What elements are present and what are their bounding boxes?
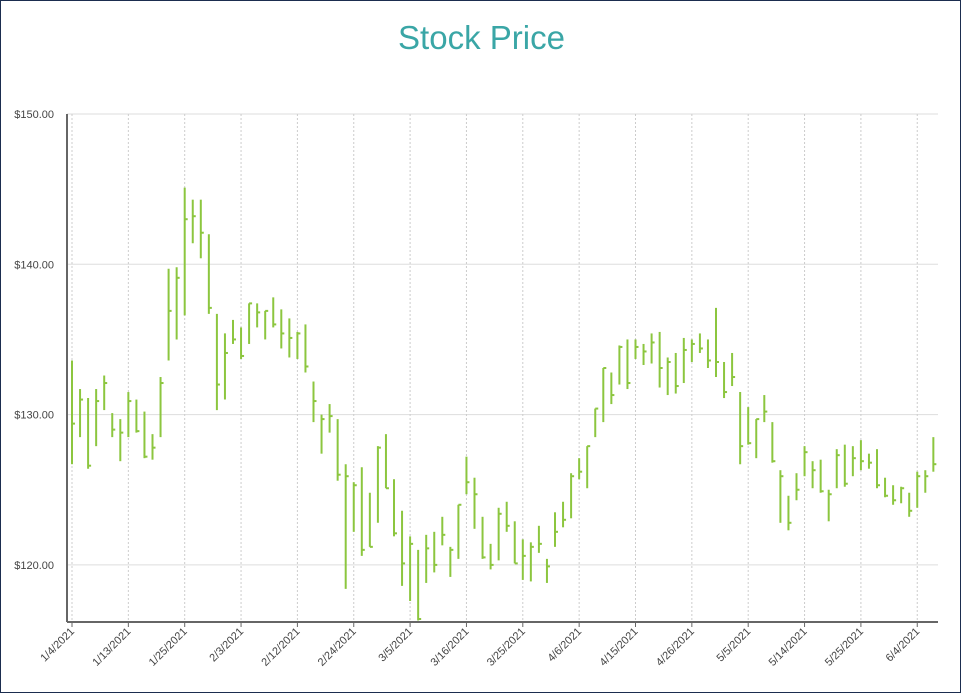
x-tick-label: 2/12/2021	[259, 626, 302, 669]
x-tick-label: 5/14/2021	[767, 626, 810, 669]
x-tick-label: 2/24/2021	[316, 626, 359, 669]
x-tick-label: 1/4/2021	[38, 626, 77, 665]
y-tick-label: $120.00	[14, 560, 54, 572]
x-tick-label: 4/26/2021	[654, 626, 697, 669]
x-tick-label: 5/25/2021	[823, 626, 866, 669]
x-tick-label: 3/5/2021	[376, 626, 415, 665]
x-tick-label: 5/5/2021	[715, 626, 754, 665]
y-tick-label: $130.00	[14, 410, 54, 422]
x-tick-label: 4/6/2021	[546, 626, 585, 665]
x-tick-label: 4/15/2021	[598, 626, 641, 669]
x-tick-label: 3/16/2021	[428, 626, 471, 669]
x-tick-label: 3/25/2021	[485, 626, 528, 669]
y-tick-label: $150.00	[14, 109, 54, 121]
x-tick-label: 1/25/2021	[147, 626, 190, 669]
chart-title: Stock Price	[398, 19, 565, 56]
x-tick-label: 1/13/2021	[90, 626, 133, 669]
x-tick-label: 2/3/2021	[207, 626, 246, 665]
y-tick-label: $140.00	[14, 259, 54, 271]
x-tick-label: 6/4/2021	[884, 626, 923, 665]
